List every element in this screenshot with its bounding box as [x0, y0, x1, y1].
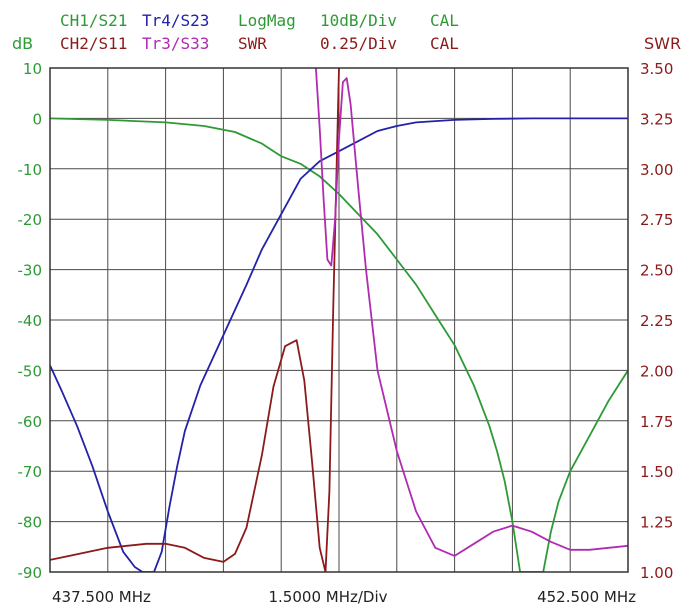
left-tick-label: 10 — [23, 60, 42, 78]
x-start-label: 437.500 MHz — [52, 588, 151, 606]
trace-ch2-s11 — [50, 68, 340, 572]
header: CH1/S21 Tr4/S23 LogMag 10dB/Div CAL CH2/… — [60, 11, 459, 53]
right-tick-label: 1.75 — [640, 413, 673, 431]
right-tick-label: 3.25 — [640, 110, 673, 128]
plot-frame — [49, 67, 629, 573]
header-cal-ch1: CAL — [430, 11, 459, 30]
left-tick-label: -60 — [18, 413, 43, 431]
right-tick-label: 3.50 — [640, 60, 673, 78]
right-tick-label: 2.25 — [640, 312, 673, 330]
trace-tr4-s23 — [50, 117, 628, 572]
x-div-label: 1.5000 MHz/Div — [269, 588, 388, 606]
right-tick-label: 1.25 — [640, 514, 673, 532]
header-ch2-s11: CH2/S11 — [60, 34, 127, 53]
left-tick-label: -40 — [18, 312, 43, 330]
left-axis-ticks: 10 0 -10 -20 -30 -40 -50 -60 -70 -80 -90 — [18, 60, 43, 582]
right-tick-label: 1.50 — [640, 463, 673, 481]
left-tick-label: -10 — [18, 161, 43, 179]
header-logmag: LogMag — [238, 11, 296, 30]
right-tick-label: 1.00 — [640, 564, 673, 582]
header-tr3-s33: Tr3/S33 — [142, 34, 209, 53]
x-stop-label: 452.500 MHz — [537, 588, 636, 606]
header-cal-ch2: CAL — [430, 34, 459, 53]
header-10db-div: 10dB/Div — [320, 11, 397, 30]
left-tick-label: -70 — [18, 463, 43, 481]
left-tick-label: -30 — [18, 262, 43, 280]
left-tick-label: -50 — [18, 362, 43, 380]
traces — [50, 68, 628, 572]
left-tick-label: -20 — [18, 211, 43, 229]
right-axis-label: SWR — [644, 34, 681, 53]
left-tick-label: -80 — [18, 514, 43, 532]
right-tick-label: 2.00 — [640, 362, 673, 380]
right-tick-label: 2.75 — [640, 211, 673, 229]
right-tick-label: 2.50 — [640, 262, 673, 280]
header-0.25-div: 0.25/Div — [320, 34, 397, 53]
left-tick-label: 0 — [32, 110, 42, 128]
right-tick-label: 3.00 — [640, 161, 673, 179]
header-ch1-s21: CH1/S21 — [60, 11, 127, 30]
right-axis-ticks: 3.50 3.25 3.00 2.75 2.50 2.25 2.00 1.75 1.50 1.25… — [640, 60, 673, 582]
left-tick-label: -90 — [18, 564, 43, 582]
trace-tr3-s33 — [315, 68, 628, 557]
left-axis-label: dB — [12, 34, 33, 53]
header-tr4-s23: Tr4/S23 — [142, 11, 209, 30]
header-swr: SWR — [238, 34, 267, 53]
trace-ch1-s21 — [50, 117, 628, 572]
